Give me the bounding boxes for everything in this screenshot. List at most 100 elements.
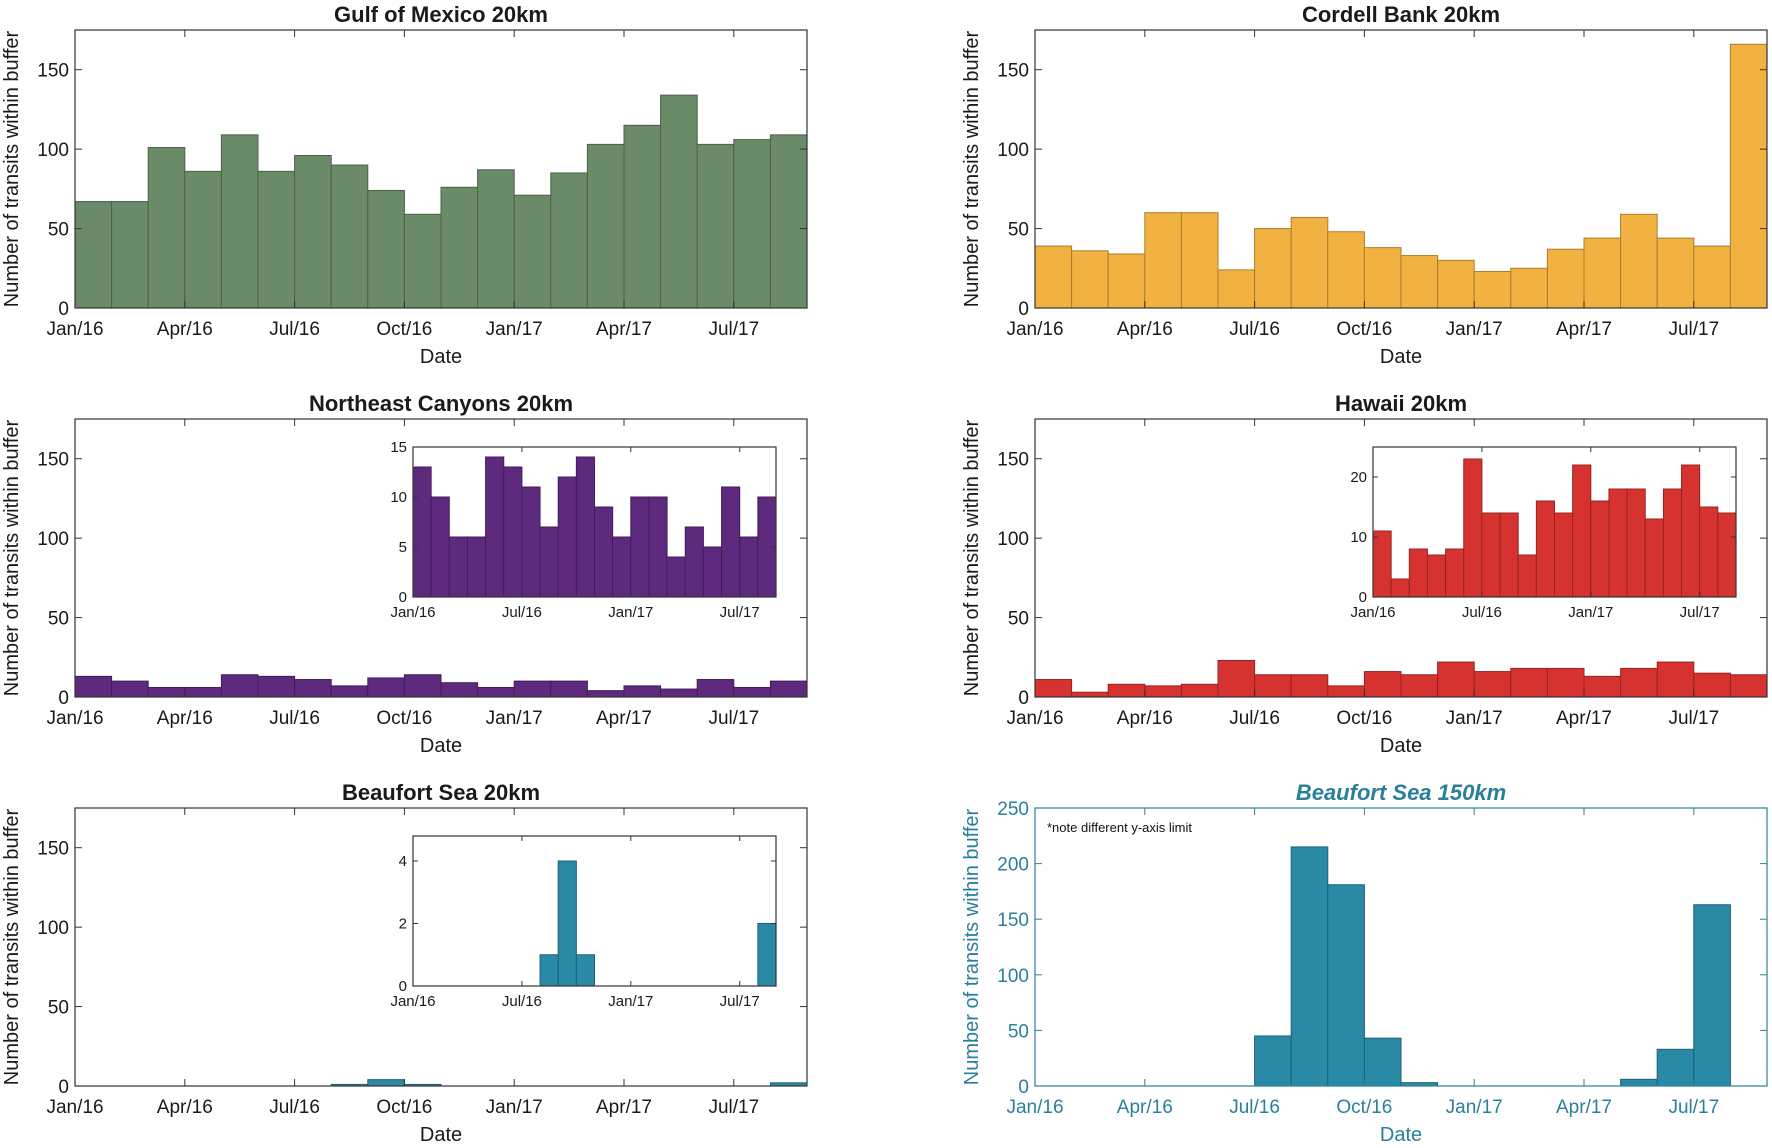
gulf-bar-16 — [660, 94, 698, 309]
hawaii-xlabel: Date — [1380, 735, 1422, 757]
hawaii-xtick-label-4: Jan/17 — [1446, 708, 1503, 729]
northeast-inset-ytick-label-3: 15 — [390, 439, 407, 456]
hawaii-inset-bar-15 — [1644, 518, 1664, 598]
northeast-inset-bar-18 — [739, 536, 759, 598]
beaufort20-inset-axes-frame — [412, 835, 777, 987]
gulf-bar-8 — [367, 189, 405, 309]
cordell-xlabel: Date — [1380, 346, 1422, 368]
hawaii-ytick-label-0: 0 — [1018, 688, 1029, 709]
beaufort20-xlabel: Date — [420, 1124, 462, 1146]
northeast-xlabel: Date — [420, 735, 462, 757]
hawaii-inset-bar-16 — [1662, 488, 1683, 598]
northeast-xtick-label-1: Apr/16 — [157, 708, 213, 729]
hawaii-bar-0 — [1034, 679, 1073, 698]
gulf-xtick-label-1: Apr/16 — [157, 319, 213, 340]
cordell-ytick-label-0: 0 — [1018, 299, 1029, 320]
beaufort150-xtick-label-3: Oct/16 — [1336, 1097, 1392, 1118]
cordell-bar-11 — [1437, 259, 1475, 309]
hawaii-inset-bar-18 — [1699, 506, 1719, 598]
beaufort150-title: Beaufort Sea 150km — [1296, 780, 1506, 805]
gulf-xtick-label-2: Jul/16 — [269, 319, 320, 340]
beaufort20-xtick-label-4: Jan/17 — [486, 1097, 543, 1118]
hawaii-bar-15 — [1583, 675, 1622, 698]
hawaii-bar-10 — [1400, 674, 1439, 698]
gulf-bar-18 — [733, 139, 771, 309]
hawaii-bar-2 — [1107, 683, 1146, 698]
cordell-bar-19 — [1729, 43, 1768, 309]
cordell-ytick-label-1: 50 — [1008, 220, 1029, 241]
hawaii-bar-14 — [1546, 667, 1585, 698]
hawaii-bar-16 — [1620, 667, 1658, 698]
northeast-xtick-label-2: Jul/16 — [269, 708, 320, 729]
northeast-inset-bar-5 — [503, 466, 523, 598]
gulf-xtick-label-4: Jan/17 — [486, 319, 543, 340]
gulf-xtick-label-0: Jan/16 — [46, 319, 103, 340]
cordell-bar-9 — [1363, 247, 1402, 309]
northeast-bar-14 — [586, 690, 625, 698]
northeast-inset-bar-8 — [557, 476, 577, 598]
beaufort20-ylabel: Number of transits within buffer — [1, 808, 23, 1085]
hawaii-xtick-label-6: Jul/17 — [1668, 708, 1719, 729]
cordell-bar-17 — [1656, 237, 1695, 309]
northeast-bar-15 — [623, 685, 662, 698]
northeast-inset-bar-7 — [539, 526, 559, 598]
beaufort150-bar-6 — [1254, 1035, 1292, 1087]
hawaii-inset-ytick-label-1: 10 — [1350, 529, 1367, 546]
beaufort150-xtick-label-0: Jan/16 — [1006, 1097, 1063, 1118]
hawaii-inset-ytick-label-2: 20 — [1350, 469, 1367, 486]
gulf-bar-17 — [696, 143, 735, 309]
hawaii-bar-1 — [1071, 691, 1109, 698]
beaufort20-inset-bar-19 — [757, 923, 777, 987]
hawaii-xtick-label-1: Apr/16 — [1117, 708, 1173, 729]
hawaii-bar-4 — [1180, 683, 1219, 698]
hawaii-inset-bar-12 — [1590, 500, 1610, 598]
beaufort150-ytick-label-3: 150 — [997, 910, 1029, 931]
beaufort150-axes-frame — [1034, 807, 1768, 1087]
cordell-ytick-label-2: 100 — [997, 140, 1029, 161]
beaufort20-inset-ytick-label-2: 4 — [399, 853, 407, 870]
beaufort150-xtick-label-1: Apr/16 — [1117, 1097, 1173, 1118]
northeast-ytick-label-3: 150 — [37, 450, 69, 471]
northeast-bar-5 — [257, 675, 296, 698]
northeast-xtick-label-0: Jan/16 — [46, 708, 103, 729]
northeast-inset-bar-17 — [721, 486, 741, 598]
cordell-xtick-label-1: Apr/16 — [1117, 319, 1173, 340]
cordell-bar-2 — [1107, 253, 1146, 309]
northeast-inset-bar-13 — [648, 496, 668, 598]
northeast-bar-19 — [769, 680, 808, 698]
northeast-inset-bar-9 — [575, 456, 595, 598]
northeast-inset-ytick-label-1: 5 — [399, 539, 407, 556]
hawaii-inset-bar-11 — [1572, 464, 1592, 598]
chart-gulf: Gulf of Mexico 20km 0 50 100 150 Jan/16 Apr/16… — [1, 2, 808, 368]
northeast-bar-2 — [147, 686, 186, 698]
hawaii-inset-bar-3 — [1426, 554, 1447, 598]
northeast-inset-bar-0 — [412, 466, 432, 598]
hawaii-axes-frame — [1034, 418, 1768, 698]
cordell-bar-15 — [1583, 237, 1622, 309]
northeast-xtick-label-6: Jul/17 — [708, 708, 759, 729]
gulf-bar-19 — [769, 134, 808, 309]
gulf-ytick-label-2: 100 — [37, 140, 69, 161]
beaufort150-xtick-label-5: Apr/17 — [1556, 1097, 1612, 1118]
gulf-bar-0 — [74, 201, 113, 309]
gulf-bar-12 — [513, 194, 552, 309]
beaufort20-xtick-label-1: Apr/16 — [157, 1097, 213, 1118]
northeast-bar-17 — [696, 679, 735, 698]
gulf-xtick-label-6: Jul/17 — [708, 319, 759, 340]
hawaii-inset-xtick-label-1: Jul/16 — [1462, 604, 1502, 621]
cordell-ytick-label-3: 150 — [997, 61, 1029, 82]
beaufort20-ytick-label-2: 100 — [37, 918, 69, 939]
beaufort150-ytick-label-2: 100 — [997, 966, 1029, 987]
beaufort20-inset-bar-8 — [557, 860, 577, 987]
hawaii-inset-bar-17 — [1681, 464, 1701, 598]
beaufort20-inset-ytick-label-0: 0 — [399, 978, 407, 995]
northeast-bar-0 — [74, 675, 113, 698]
northeast-ytick-label-1: 50 — [48, 609, 69, 630]
gulf-bar-1 — [111, 201, 149, 309]
beaufort20-inset-xtick-label-3: Jul/17 — [720, 993, 760, 1010]
northeast-inset-bar-1 — [430, 496, 450, 598]
beaufort150-bar-8 — [1327, 884, 1365, 1087]
northeast-bar-1 — [111, 680, 149, 698]
